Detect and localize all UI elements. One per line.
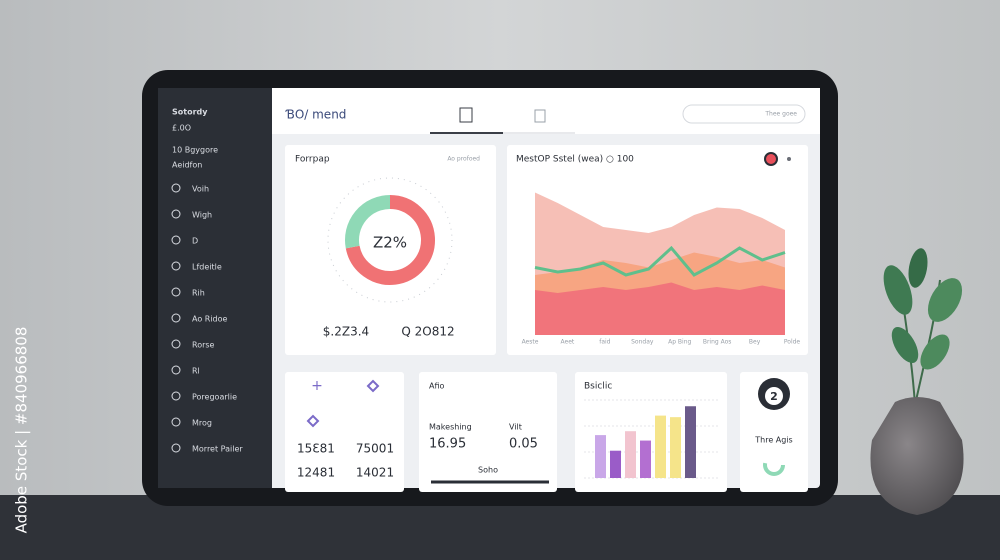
- menu-icon[interactable]: [171, 287, 181, 297]
- logo[interactable]: ƁO/ mend: [285, 108, 346, 122]
- menu-item[interactable]: Lfdeitle: [192, 263, 222, 272]
- label: Thre Agis: [754, 436, 792, 445]
- market-card: [419, 372, 557, 492]
- menu-item[interactable]: Mrog: [192, 419, 212, 428]
- stat: Q 2O812: [401, 325, 454, 339]
- x-tick-label: Sonday: [631, 339, 654, 346]
- menu-icon[interactable]: [171, 261, 181, 271]
- record-button[interactable]: [764, 152, 778, 166]
- card-title: Forrpap: [295, 155, 330, 165]
- donut-segment: [345, 195, 435, 285]
- bar: [670, 417, 681, 478]
- tab-icon[interactable]: [534, 109, 546, 123]
- menu-item[interactable]: Rih: [192, 289, 205, 298]
- stat: 15Ɛ81: [297, 442, 335, 456]
- x-tick-label: Aeste: [522, 339, 539, 346]
- stat: 14021: [356, 466, 394, 480]
- x-tick-label: Bey: [749, 339, 761, 346]
- menu-icon[interactable]: [171, 339, 181, 349]
- badge-inner: [765, 387, 783, 405]
- bar: [625, 431, 636, 478]
- icon: [306, 414, 320, 428]
- search[interactable]: [682, 104, 806, 124]
- icon: +: [311, 378, 323, 394]
- search-placeholder[interactable]: Thee goee: [764, 111, 797, 118]
- watermark: Adobe Stock | #840966808: [13, 327, 31, 534]
- badge-text: 2: [770, 390, 778, 403]
- menu-icon[interactable]: [171, 391, 181, 401]
- menu-item[interactable]: Wigh: [192, 211, 212, 220]
- bar: [640, 440, 651, 478]
- label: Makeshing: [429, 423, 472, 432]
- sidebar-menu: Voih Wigh D Lfdeitle Rih Ao Ridoe Rorse Rl Poreg…: [171, 183, 243, 454]
- stat: $.2Z3.4: [323, 325, 369, 339]
- stat: 12481: [297, 466, 335, 480]
- x-tick-label: faid: [599, 339, 610, 346]
- menu-icon[interactable]: [171, 235, 181, 245]
- x-tick-label: Aeet: [561, 339, 575, 346]
- footer: Soho: [478, 466, 498, 475]
- menu-icon[interactable]: [171, 209, 181, 219]
- donut: [345, 195, 435, 285]
- bar-chart: [584, 399, 718, 479]
- bar: [610, 450, 621, 478]
- x-tick-label: Polde: [784, 339, 801, 346]
- line: [534, 245, 786, 277]
- mini-donut: [763, 454, 785, 476]
- menu-item[interactable]: Rorse: [192, 341, 215, 350]
- icon: [366, 379, 380, 393]
- sidebar-subtitle: £.0O: [172, 124, 191, 133]
- circle-card: [740, 372, 808, 492]
- tab-icon[interactable]: [459, 107, 473, 123]
- bar: [655, 415, 666, 478]
- value: 16.95: [429, 437, 466, 452]
- menu-dot[interactable]: [787, 157, 791, 161]
- menu-icon[interactable]: [171, 443, 181, 453]
- stat: 75001: [356, 442, 394, 456]
- sidebar-label: Aeidfon: [172, 161, 202, 170]
- menu-item[interactable]: D: [192, 237, 198, 246]
- plant: [870, 248, 964, 515]
- card-title: Bsiclic: [584, 382, 612, 392]
- area: [535, 282, 785, 335]
- card-title: MestOP Sstel (wea) ○ 100: [516, 155, 634, 165]
- menu-item[interactable]: Rl: [192, 367, 200, 376]
- menu-item[interactable]: Ao Ridoe: [192, 315, 228, 324]
- bar: [685, 406, 696, 478]
- donut-segment: [345, 195, 391, 249]
- menu-item[interactable]: Morret Pailer: [192, 445, 243, 454]
- donut-center: Z2%: [373, 234, 407, 252]
- card-note: Ao profoed: [447, 156, 480, 163]
- label: Vilt: [509, 423, 522, 432]
- donut-hole: [360, 210, 420, 270]
- menu-item[interactable]: Voih: [192, 185, 209, 194]
- value: 0.05: [509, 437, 538, 452]
- donut-ring: [327, 177, 453, 303]
- menu-icon[interactable]: [171, 417, 181, 427]
- area-chart: Aeste Aeet faid Sonday Ap Bing Bring Aos Bey Po…: [522, 192, 801, 346]
- menu-icon[interactable]: [171, 183, 181, 193]
- bar: [595, 435, 606, 478]
- menu-item[interactable]: Poregoarlie: [192, 393, 237, 402]
- menu-icon[interactable]: [171, 313, 181, 323]
- sidebar-section: 10 Bgygore: [172, 146, 218, 155]
- sidebar-title: Sotordy: [172, 108, 208, 117]
- x-tick-label: Bring Aos: [703, 339, 732, 346]
- x-tick-label: Ap Bing: [668, 339, 691, 346]
- stats-card: [285, 372, 404, 492]
- menu-icon[interactable]: [171, 365, 181, 375]
- card-title: Afio: [429, 382, 445, 391]
